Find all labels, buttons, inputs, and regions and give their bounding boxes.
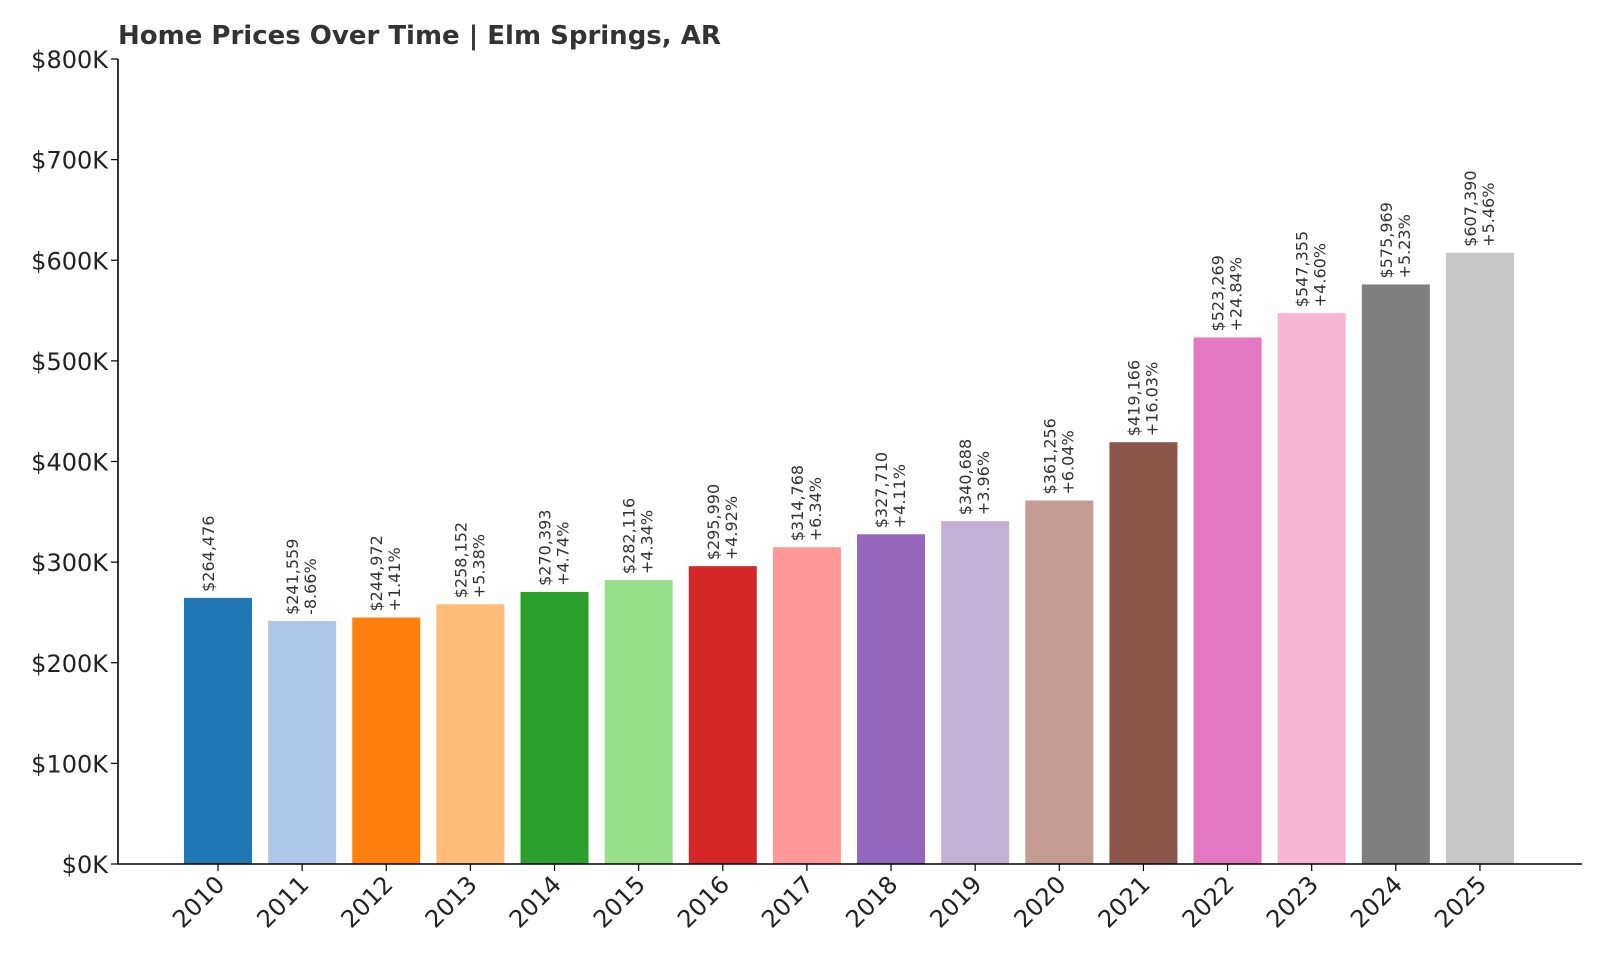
change-label: +4.92% [722, 496, 741, 560]
chart-title: Home Prices Over Time | Elm Springs, AR [118, 21, 721, 51]
value-label: $575,969 [1377, 202, 1396, 278]
bar-2015 [604, 580, 673, 864]
bar-2022 [1193, 337, 1262, 864]
change-label: +3.96% [974, 451, 993, 515]
change-label: +5.46% [1479, 183, 1498, 247]
value-label: $419,166 [1124, 360, 1143, 436]
x-tick-label: 2013 [420, 870, 483, 933]
value-label: $241,559 [283, 539, 302, 615]
value-label: $258,152 [451, 522, 470, 598]
value-label: $340,688 [956, 439, 975, 515]
x-tick-label: 2012 [336, 870, 399, 933]
x-tick-label: 2011 [251, 870, 314, 933]
y-tick-label: $100K [31, 750, 109, 778]
change-label: +4.74% [554, 522, 573, 586]
bar-2016 [688, 566, 757, 864]
y-axis: $0K $100K $200K $300K $400K $500K $600K $700K $8… [31, 46, 119, 879]
y-tick-label: $500K [31, 348, 109, 376]
value-label: $327,710 [872, 452, 891, 528]
bar-2023 [1277, 313, 1346, 865]
value-label: $523,269 [1209, 255, 1228, 331]
bar-2010 [184, 597, 252, 864]
x-axis: 2010 2011 2012 2013 2014 2015 2016 2017 2018 2019… [118, 863, 1582, 933]
bar-2013 [436, 604, 505, 864]
x-tick-label: 2020 [1009, 870, 1072, 933]
change-label: +4.60% [1311, 243, 1330, 307]
data-labels: $264,476 $241,559 -8.66% $244,972 +1.41% $258… [199, 170, 1498, 614]
change-label: +4.11% [890, 464, 909, 528]
bar-2020 [1025, 500, 1094, 864]
bar-2012 [352, 617, 421, 864]
y-tick-label: $200K [31, 650, 109, 678]
x-tick-label: 2022 [1177, 870, 1240, 933]
x-tick-label: 2018 [840, 870, 903, 933]
value-label: $607,390 [1461, 170, 1480, 246]
y-tick-label: $800K [31, 46, 109, 74]
value-label: $295,990 [704, 484, 723, 560]
x-tick-label: 2015 [588, 870, 651, 933]
x-tick-label: 2021 [1093, 870, 1156, 933]
x-tick-label: 2019 [924, 870, 987, 933]
bar-2024 [1361, 284, 1430, 865]
y-tick-label: $0K [62, 851, 110, 879]
change-label: +1.41% [385, 547, 404, 611]
x-tick-label: 2017 [756, 870, 819, 933]
value-label: $282,116 [620, 498, 639, 574]
change-label: -8.66% [301, 558, 320, 615]
x-tick-label: 2014 [504, 870, 567, 933]
value-label: $244,972 [367, 535, 386, 611]
bar-2018 [857, 534, 926, 864]
value-label: $547,355 [1293, 231, 1312, 307]
value-label: $361,256 [1040, 418, 1059, 494]
change-label: +24.84% [1227, 257, 1246, 331]
change-label: +6.34% [806, 477, 825, 541]
change-label: +6.04% [1058, 430, 1077, 494]
change-label: +16.03% [1142, 362, 1161, 436]
y-tick-label: $600K [31, 247, 109, 275]
y-tick-label: $700K [31, 147, 109, 175]
y-tick-label: $300K [31, 549, 109, 577]
x-tick-label: 2023 [1261, 870, 1324, 933]
bar-2017 [772, 547, 841, 864]
value-label: $264,476 [199, 516, 218, 592]
bar-2014 [520, 591, 589, 864]
x-tick-label: 2025 [1429, 870, 1492, 933]
change-label: +4.34% [638, 510, 657, 574]
y-tick-label: $400K [31, 449, 109, 477]
bar-2025 [1445, 252, 1514, 864]
bar-2019 [941, 521, 1010, 864]
x-tick-label: 2010 [167, 870, 230, 933]
bar-2011 [268, 620, 337, 864]
change-label: +5.23% [1395, 214, 1414, 278]
value-label: $314,768 [788, 465, 807, 541]
change-label: +5.38% [469, 534, 488, 598]
bars [184, 252, 1514, 865]
value-label: $270,393 [536, 510, 555, 586]
bar-2021 [1109, 442, 1178, 864]
x-tick-label: 2016 [672, 870, 735, 933]
x-tick-label: 2024 [1345, 870, 1408, 933]
